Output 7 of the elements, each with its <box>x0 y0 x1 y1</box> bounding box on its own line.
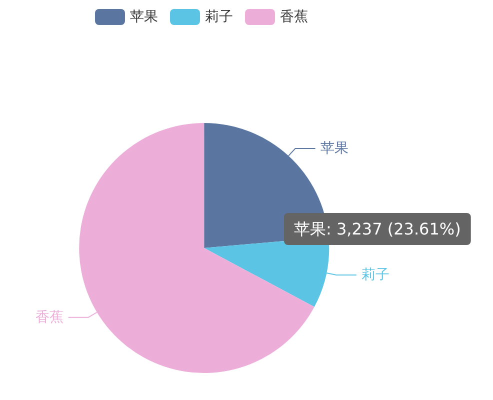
slice-label: 香蕉 <box>35 309 64 326</box>
legend-label: 苹果 <box>130 9 158 25</box>
slice-label: 苹果 <box>320 140 348 156</box>
text: 苹果: 3,237 (23.61%) <box>294 220 461 238</box>
legend-label: 莉子 <box>205 9 233 25</box>
legend-label: 香蕉 <box>280 9 308 25</box>
slice-label: 莉子 <box>361 267 390 284</box>
